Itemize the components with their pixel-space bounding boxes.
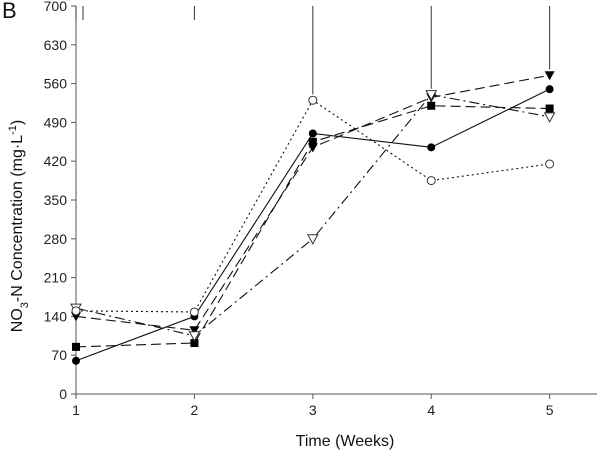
series-line bbox=[75, 74, 550, 331]
y-tick-label: 420 bbox=[44, 153, 68, 169]
data-point bbox=[544, 71, 555, 81]
data-point bbox=[308, 129, 317, 138]
y-tick-label: 350 bbox=[44, 192, 68, 208]
y-tick-label: 560 bbox=[44, 76, 68, 92]
y-tick-label: 490 bbox=[44, 114, 68, 130]
data-point bbox=[71, 306, 81, 316]
data-point bbox=[427, 101, 436, 110]
x-tick-label: 4 bbox=[427, 402, 435, 418]
x-axis-title: Time (Weeks) bbox=[296, 433, 395, 450]
data-point bbox=[188, 331, 201, 342]
data-point bbox=[72, 342, 80, 351]
data-point bbox=[545, 85, 554, 94]
data-point bbox=[425, 90, 438, 101]
x-tick-label: 2 bbox=[191, 402, 199, 418]
y-tick-label: 70 bbox=[51, 347, 67, 363]
data-point bbox=[72, 356, 80, 365]
y-tick-label: 140 bbox=[44, 308, 68, 324]
series-markers bbox=[70, 71, 556, 365]
data-point bbox=[308, 137, 317, 146]
data-point bbox=[190, 339, 199, 348]
data-point bbox=[189, 326, 200, 336]
data-point bbox=[189, 307, 199, 317]
y-tick-label: 630 bbox=[44, 37, 68, 53]
y-tick-label: 700 bbox=[44, 0, 68, 14]
y-tick-label: 210 bbox=[44, 270, 68, 286]
data-point bbox=[543, 112, 556, 123]
data-point bbox=[307, 143, 318, 153]
data-point bbox=[545, 104, 554, 113]
x-tick-label: 3 bbox=[309, 402, 317, 418]
y-axis-title: NO3-N Concentration (mg·L-1) bbox=[7, 120, 31, 332]
y-tick-label: 0 bbox=[59, 386, 67, 402]
data-point bbox=[71, 312, 81, 322]
series-lines bbox=[75, 74, 550, 362]
error-bars bbox=[75, 6, 551, 95]
data-point bbox=[427, 143, 436, 152]
data-point bbox=[306, 234, 319, 245]
axes: 0 70 140 210 280 350 420 490 560 630 700 1 2 3 4 5 bbox=[44, 0, 597, 418]
y-tick-label: 280 bbox=[44, 231, 68, 247]
data-point bbox=[545, 159, 555, 169]
x-tick-label: 1 bbox=[72, 402, 80, 418]
x-tick-label: 5 bbox=[546, 402, 554, 418]
data-point bbox=[308, 95, 318, 105]
panel-label: B bbox=[2, 0, 17, 23]
data-point bbox=[426, 176, 436, 186]
